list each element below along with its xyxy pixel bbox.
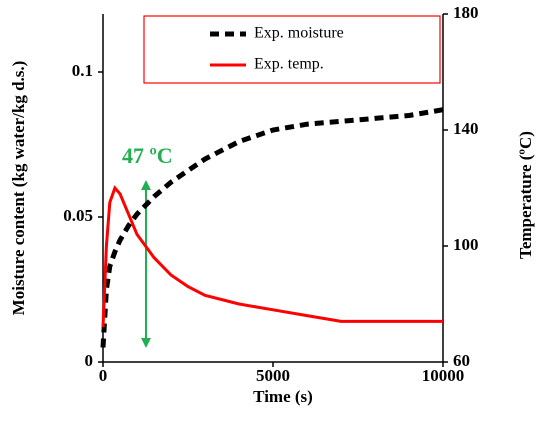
y-axis-label: Moisture content (kg water/kg d.s.) bbox=[9, 61, 28, 316]
legend-box bbox=[143, 15, 441, 84]
x-tick-label: 5000 bbox=[256, 366, 290, 385]
x-tick-label: 0 bbox=[99, 366, 108, 385]
x-tick-label: 10000 bbox=[422, 366, 465, 385]
y-tick-label: 0.1 bbox=[72, 61, 93, 80]
annotation: 47 ºC bbox=[122, 143, 173, 168]
arrow-head bbox=[141, 338, 151, 348]
y2-tick-label: 180 bbox=[453, 3, 479, 22]
y2-axis-label: Temperature (ºC) bbox=[516, 131, 535, 259]
legend-label: Exp. moisture bbox=[254, 25, 344, 42]
arrow-head bbox=[141, 180, 151, 190]
y2-tick-label: 100 bbox=[453, 235, 479, 254]
series-line bbox=[101, 185, 443, 328]
series-line bbox=[100, 107, 444, 348]
y2-tick-label: 60 bbox=[453, 351, 470, 370]
x-axis-label: Time (s) bbox=[253, 387, 313, 406]
y-tick-label: 0.05 bbox=[63, 206, 93, 225]
y-tick-label: 0 bbox=[85, 351, 94, 370]
legend-label: Exp. temp. bbox=[254, 56, 324, 73]
y2-tick-label: 140 bbox=[453, 119, 479, 138]
